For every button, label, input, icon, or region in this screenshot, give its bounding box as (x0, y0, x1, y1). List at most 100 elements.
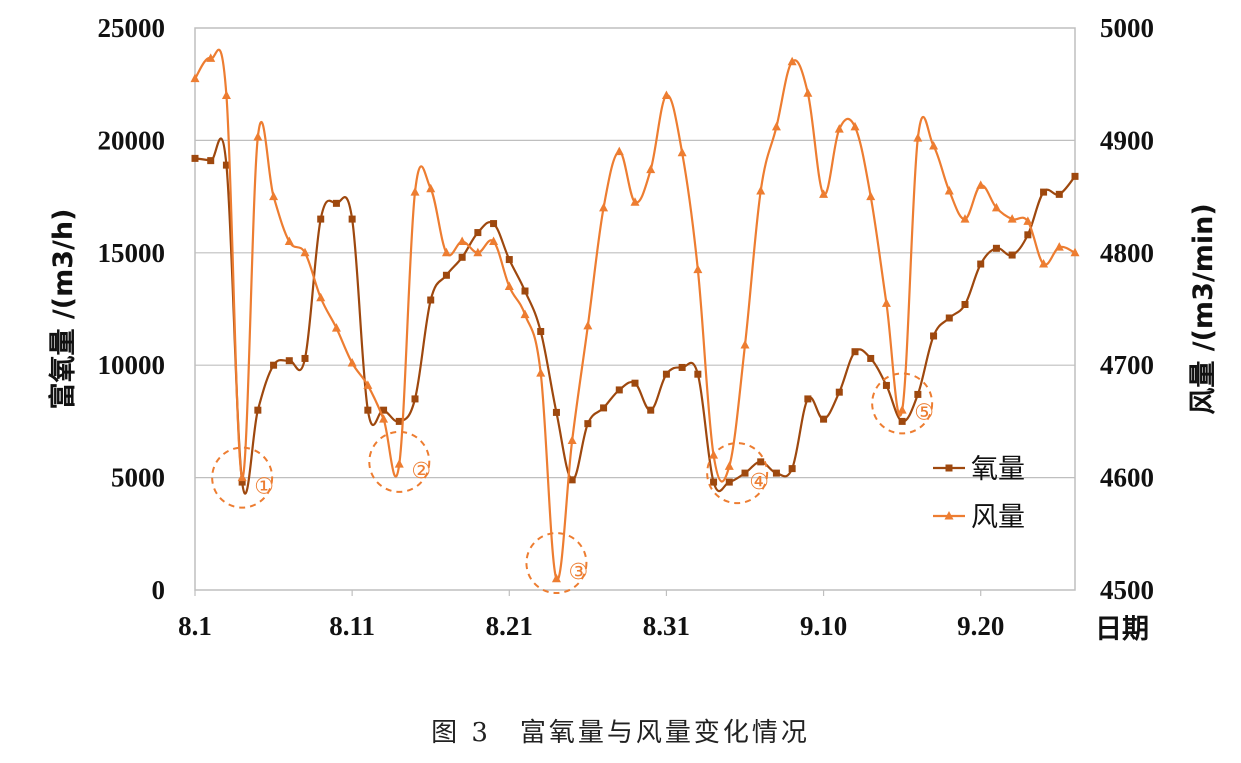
airflow-data-point (457, 236, 467, 246)
oxygen-data-point (348, 215, 356, 223)
oxygen-data-point (364, 406, 372, 414)
gridlines (195, 139, 1075, 479)
oxygen-data-point (898, 417, 906, 425)
oxygen-data-point (301, 354, 309, 362)
oxygen-data-point (867, 354, 875, 362)
oxygen-data-point (600, 404, 608, 412)
airflow-data-point (536, 368, 546, 377)
airflow-data-point (410, 187, 420, 196)
oxygen-data-point (961, 301, 969, 309)
legend-label: 风量 (971, 502, 1025, 533)
airflow-data-point (363, 380, 373, 389)
oxygen-data-point (945, 314, 953, 322)
airflow-data-point (1054, 242, 1064, 251)
legend-swatch-marker (944, 511, 954, 520)
annotation-label: ③ (569, 560, 589, 585)
oxygen-data-point (380, 406, 388, 414)
oxygen-data-point (474, 229, 482, 237)
annotation-label: ② (411, 459, 431, 484)
y-right-tick-label: 4600 (1100, 463, 1154, 493)
oxygen-data-point (317, 215, 325, 223)
airflow-data-point (646, 164, 656, 174)
oxygen-data-point (804, 395, 812, 403)
airflow-data-point (881, 298, 891, 307)
oxygen-data-point (521, 287, 529, 295)
oxygen-data-point (1055, 190, 1063, 198)
oxygen-data-point (537, 327, 545, 335)
oxygen-data-point (411, 395, 419, 403)
oxygen-data-point (757, 458, 765, 466)
y-right-tick-label: 4500 (1100, 575, 1154, 605)
oxygen-data-point (662, 370, 670, 378)
airflow-data-point (976, 180, 986, 189)
legend-swatch-marker (945, 464, 953, 472)
airflow-data-point (787, 56, 797, 66)
airflow-data-point (771, 121, 781, 131)
airflow-data-point (960, 214, 970, 223)
y-left-tick-label: 5000 (111, 463, 165, 493)
airflow-data-point (834, 124, 844, 133)
oxygen-data-point (882, 381, 890, 389)
y-right-tick-label: 4900 (1100, 125, 1154, 155)
airflow-data-point (331, 323, 341, 332)
airflow-data-point (1070, 247, 1080, 257)
airflow-data-point (897, 405, 907, 414)
airflow-data-point (991, 202, 1001, 212)
oxygen-data-point (930, 332, 938, 340)
airflow-data-point (630, 197, 640, 206)
oxygen-data-point (1008, 251, 1016, 259)
annotation-label: ④ (749, 470, 769, 495)
airflow-data-point (803, 88, 813, 97)
airflow-data-point (850, 121, 860, 131)
oxygen-data-point (505, 256, 513, 264)
airflow-data-point (473, 247, 483, 257)
airflow-data-point (740, 339, 750, 349)
oxygen-data-point (741, 469, 749, 477)
airflow-data-point (567, 435, 577, 445)
airflow-data-point (426, 183, 436, 193)
plot-frame (194, 27, 1076, 591)
airflow-data-point (756, 185, 766, 195)
airflow-data-point (614, 146, 624, 156)
airflow-data-point (819, 189, 829, 198)
x-tick-label: 9.20 (957, 611, 1004, 641)
airflow-data-point (441, 247, 451, 257)
airflow-data-point (724, 461, 734, 470)
oxygen-data-point (615, 386, 623, 394)
airflow-data-point (504, 281, 514, 291)
annotation-label: ⑤ (914, 400, 934, 425)
annotation-circle (706, 442, 769, 505)
oxygen-data-point (584, 420, 592, 428)
oxygen-data-point (238, 478, 246, 486)
airflow-series-line (194, 48, 1076, 581)
oxygen-data-point (914, 390, 922, 398)
oxygen-data-point (332, 199, 340, 207)
x-tick-label: 8.21 (486, 611, 533, 641)
oxygen-data-point (1071, 172, 1079, 180)
oxygen-data-point (820, 415, 828, 423)
y-left-tick-label: 25000 (98, 13, 166, 43)
oxygen-data-point (851, 348, 859, 356)
oxygen-data-point (427, 296, 435, 304)
y-axis-right-title: 风量 /(m3/min) (1188, 203, 1219, 414)
x-axis-title: 日期 (1095, 614, 1149, 645)
y-axis-left-title: 富氧量 /(m3/h) (47, 209, 79, 410)
airflow-data-point (190, 73, 200, 83)
airflow-data-point (866, 191, 876, 201)
legend-label: 氧量 (971, 454, 1025, 485)
oxygen-data-point (254, 406, 262, 414)
oxygen-data-point (222, 161, 230, 169)
airflow-data-point (929, 141, 939, 150)
oxygen-data-point (977, 260, 985, 268)
oxygen-data-point (631, 379, 639, 387)
oxygen-data-point (772, 469, 780, 477)
x-tick-label: 9.10 (800, 611, 847, 641)
oxygen-data-point (992, 244, 1000, 252)
oxygen-data-point (710, 478, 718, 486)
airflow-data-point (944, 185, 954, 195)
oxygen-data-point (285, 357, 293, 365)
airflow-data-point (284, 236, 294, 246)
oxygen-data-point (395, 417, 403, 425)
airflow-data-point (551, 573, 561, 583)
airflow-data-point (269, 191, 279, 201)
